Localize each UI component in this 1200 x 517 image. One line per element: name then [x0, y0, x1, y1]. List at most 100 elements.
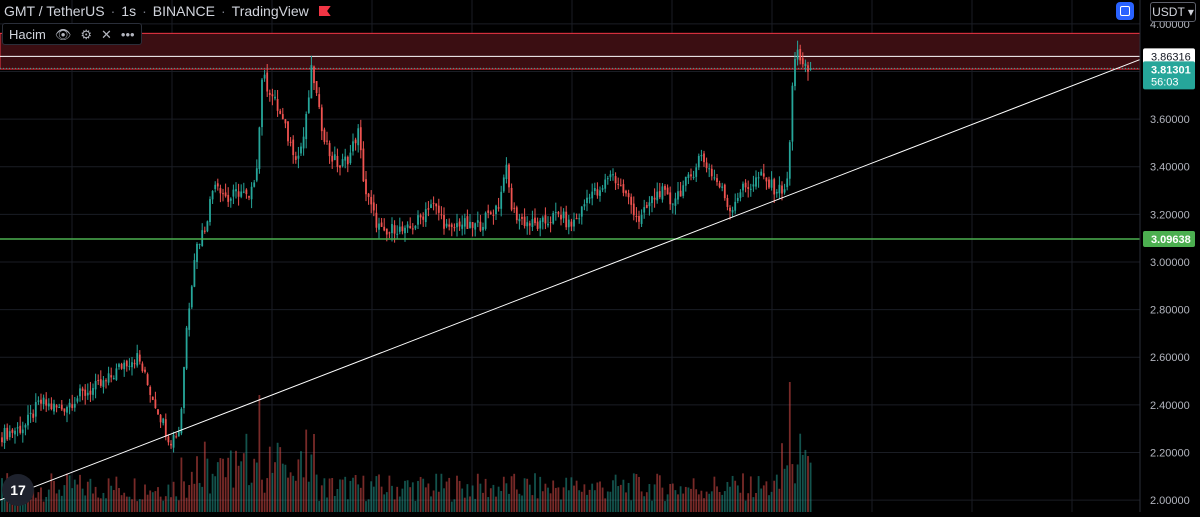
- candle-body: [414, 225, 417, 229]
- candle-body: [305, 114, 308, 140]
- candle-body: [60, 404, 63, 410]
- volume-bar: [315, 474, 318, 512]
- candle-body: [635, 216, 638, 218]
- volume-bar: [513, 473, 516, 512]
- candle-body: [560, 214, 562, 220]
- interval-label[interactable]: 1s: [121, 3, 137, 19]
- candle-body: [6, 427, 9, 440]
- volume-bar: [144, 484, 146, 512]
- candle-body: [700, 154, 703, 157]
- volume-bar: [679, 486, 682, 512]
- volume-bar: [323, 478, 326, 512]
- volume-bar: [185, 497, 188, 512]
- candle-body: [658, 191, 661, 198]
- candle-body: [198, 244, 201, 246]
- candle-body: [526, 222, 529, 227]
- volume-bar: [708, 493, 711, 512]
- candle-body: [710, 168, 713, 177]
- candle-body: [437, 205, 440, 213]
- volume-bar: [739, 492, 742, 512]
- candle-body: [721, 186, 724, 188]
- tradingview-logo[interactable]: 17: [2, 474, 34, 506]
- indicator-name: Hacim: [9, 26, 46, 42]
- candle-body: [110, 375, 113, 378]
- volume-bar: [414, 500, 417, 512]
- volume-bar: [328, 478, 331, 512]
- candle-body: [216, 183, 219, 187]
- volume-bar: [89, 478, 92, 512]
- candle-body: [375, 212, 378, 228]
- symbol-name[interactable]: GMT / TetherUS: [4, 3, 105, 19]
- candle-body: [42, 397, 45, 405]
- resistance-zone-rect[interactable]: [0, 32, 1141, 70]
- candle-body: [591, 191, 594, 199]
- candle-body: [510, 187, 513, 210]
- candle-body: [344, 156, 347, 161]
- flag-icon[interactable]: [318, 6, 331, 16]
- close-icon[interactable]: ✕: [101, 26, 112, 42]
- volume-histogram: [1, 382, 812, 512]
- volume-bar: [443, 488, 445, 512]
- gear-icon[interactable]: ⚙: [80, 26, 93, 42]
- candle-body: [253, 182, 256, 187]
- candle-body: [432, 202, 435, 204]
- candle-body: [718, 183, 721, 188]
- candle-body: [809, 67, 812, 70]
- candle-body: [682, 185, 685, 196]
- candle-body: [783, 189, 786, 193]
- volume-bar: [476, 473, 479, 512]
- volume-bar: [765, 481, 768, 512]
- volume-bar: [385, 492, 388, 512]
- candle-body: [755, 177, 757, 187]
- fullscreen-button[interactable]: [1116, 2, 1134, 20]
- candle-body: [209, 199, 211, 222]
- volume-bar: [606, 491, 609, 512]
- volume-bar: [375, 476, 378, 512]
- candle-body: [781, 185, 783, 194]
- candle-body: [476, 220, 479, 223]
- trend-line[interactable]: [0, 59, 1141, 501]
- volume-bar: [716, 486, 718, 512]
- candle-body: [237, 191, 240, 197]
- currency-selector[interactable]: USDT ▾: [1150, 2, 1196, 22]
- price-axis[interactable]: 4.000003.800003.600003.400003.200003.000…: [1139, 0, 1200, 512]
- volume-bar: [406, 480, 409, 512]
- candle-body: [354, 139, 357, 144]
- volume-bar: [216, 462, 219, 512]
- candle-body: [97, 380, 100, 382]
- eye-icon[interactable]: 👁: [54, 26, 72, 42]
- candle-body: [575, 218, 578, 220]
- volume-bar: [58, 489, 61, 512]
- indicator-legend[interactable]: Hacim 👁 ⚙ ✕ •••: [2, 23, 142, 45]
- candle-body: [489, 212, 492, 214]
- support-price-label-bg: [1143, 231, 1195, 248]
- volume-bar: [34, 497, 37, 512]
- candle-body: [383, 226, 386, 231]
- candle-body: [492, 214, 495, 216]
- candle-body: [89, 390, 92, 395]
- volume-bar: [479, 483, 482, 512]
- more-icon[interactable]: •••: [120, 26, 135, 42]
- candle-body: [50, 403, 53, 410]
- volume-bar: [55, 493, 58, 512]
- price-tick-label: 2.60000: [1150, 352, 1190, 364]
- volume-bar: [73, 479, 76, 512]
- candle-body: [521, 216, 523, 219]
- symbol-header[interactable]: GMT / TetherUS · 1s · BINANCE · TradingV…: [4, 2, 331, 20]
- volume-bar: [151, 492, 154, 512]
- volume-bar: [123, 492, 126, 512]
- candle-body: [261, 79, 263, 128]
- volume-bar: [146, 494, 149, 512]
- candle-body: [456, 223, 458, 228]
- volume-bar: [219, 458, 222, 512]
- candle-body: [255, 168, 258, 181]
- volume-bar: [427, 483, 430, 512]
- drawing-lines[interactable]: [0, 59, 1141, 501]
- volume-bar: [729, 486, 731, 512]
- volume-bar: [255, 462, 258, 512]
- resistance-zone[interactable]: [0, 32, 1141, 70]
- candle-body: [370, 196, 373, 205]
- candle-body: [627, 193, 630, 198]
